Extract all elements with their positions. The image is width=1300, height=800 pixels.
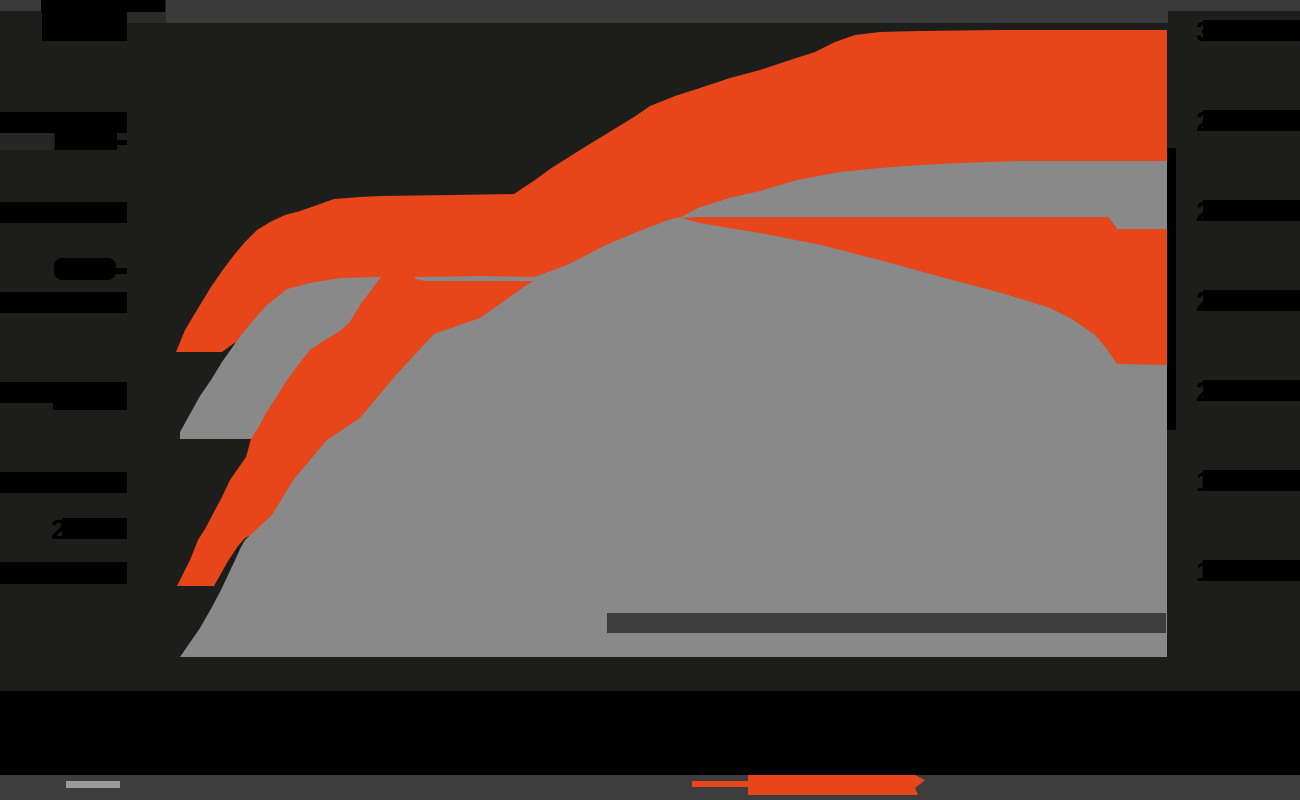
svg-text:1: 1 (1196, 556, 1212, 587)
svg-text:2: 2 (1196, 376, 1212, 407)
svg-text:2: 2 (1196, 106, 1212, 137)
svg-text:2: 2 (1196, 196, 1212, 227)
svg-text:3: 3 (1196, 16, 1212, 47)
svg-text:2: 2 (1196, 286, 1212, 317)
svg-text:2: 2 (51, 514, 67, 545)
svg-text:1: 1 (1196, 466, 1212, 497)
